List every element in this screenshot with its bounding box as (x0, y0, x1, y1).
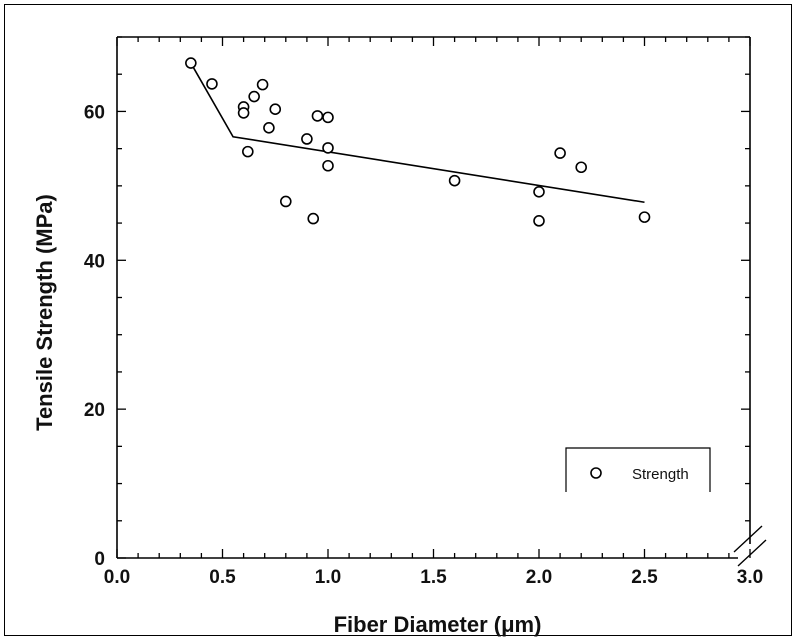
data-point (533, 215, 545, 227)
x-tick-label: 2.5 (631, 567, 658, 588)
y-tick-label: 0 (94, 549, 105, 570)
data-point (279, 195, 292, 208)
legend-box (565, 447, 711, 492)
data-point (322, 142, 334, 154)
axis-ticks (116, 36, 751, 559)
y-tick-label: 40 (84, 251, 105, 272)
data-points (185, 57, 651, 227)
data-point (301, 133, 313, 145)
data-point (263, 122, 275, 134)
data-point (248, 90, 260, 103)
data-point (269, 103, 282, 115)
data-point (322, 159, 334, 172)
break-mark (737, 539, 767, 567)
legend: Strength (565, 447, 711, 492)
legend-marker (590, 467, 602, 479)
data-point (237, 107, 250, 119)
y-tick-label: 20 (84, 400, 105, 421)
data-point (206, 78, 218, 90)
y-axis-title: Tensile Strength (MPa) (32, 194, 57, 431)
data-point (533, 186, 545, 198)
data-point (448, 174, 461, 187)
data-point (242, 145, 254, 158)
fit-line-layer (190, 62, 645, 204)
data-point (554, 147, 566, 159)
data-point (322, 111, 334, 124)
x-axis-title: Fiber Diameter (μm) (334, 612, 542, 637)
data-point (311, 110, 324, 122)
axis-break (733, 525, 767, 567)
x-tick-label: 2.0 (526, 567, 552, 588)
legend-label: Strength (632, 466, 689, 483)
fit-line (190, 62, 645, 204)
data-point (307, 212, 320, 225)
x-tick-label: 3.0 (737, 567, 763, 588)
y-tick-label: 60 (84, 102, 105, 123)
data-point (638, 211, 651, 223)
x-tick-label: 1.5 (420, 567, 447, 588)
data-point (256, 78, 269, 91)
data-point (575, 161, 588, 174)
figure-frame (4, 4, 792, 636)
x-tick-label: 0.5 (209, 567, 236, 588)
break-mark (733, 525, 763, 553)
data-point (185, 57, 197, 69)
tick-labels: 0.0 0.5 1.0 1.5 2.0 2.5 3.0 0 20 40 60 (84, 102, 763, 588)
x-tick-label: 1.0 (315, 567, 341, 588)
x-tick-label: 0.0 (104, 567, 130, 588)
